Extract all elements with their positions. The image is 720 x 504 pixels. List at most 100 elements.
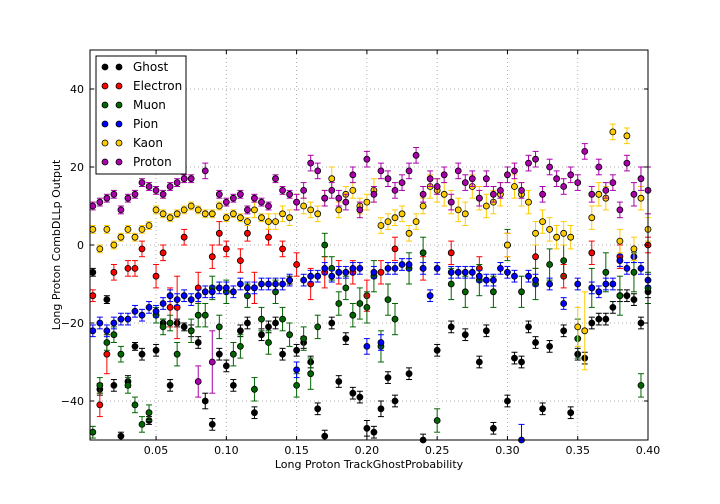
series-ghost xyxy=(89,267,652,444)
pion-point xyxy=(525,272,532,280)
proton-point xyxy=(117,206,125,214)
kaon-point xyxy=(335,206,343,214)
proton-point xyxy=(567,171,575,179)
proton-point xyxy=(187,175,195,183)
pion-point xyxy=(215,284,223,292)
kaon-point xyxy=(307,206,315,214)
kaon-point xyxy=(159,210,167,218)
ghost-point xyxy=(293,346,301,354)
ghost-point xyxy=(138,350,146,358)
pion-point xyxy=(384,264,392,272)
kaon-point xyxy=(251,206,258,214)
pion-point xyxy=(489,276,497,284)
ghost-point xyxy=(272,319,279,327)
muon-point xyxy=(145,409,153,417)
kaon-point xyxy=(173,210,181,218)
pion-point xyxy=(426,292,434,300)
pion-point xyxy=(222,284,230,292)
kaon-point xyxy=(96,245,104,253)
pion-point xyxy=(447,268,455,276)
kaon-point xyxy=(117,233,125,241)
y-tick-label: 0 xyxy=(77,239,84,252)
muon-point xyxy=(356,300,364,307)
proton-point xyxy=(468,175,476,183)
ghost-point xyxy=(482,327,490,335)
muon-point xyxy=(342,284,350,292)
ghost-point xyxy=(518,358,525,366)
ghost-point xyxy=(475,358,483,366)
electron-point xyxy=(124,264,132,272)
pion-point xyxy=(251,284,258,292)
ghost-point xyxy=(229,381,237,389)
kaon-point xyxy=(398,210,406,218)
pion-point xyxy=(159,300,167,307)
proton-point xyxy=(229,194,237,202)
proton-point xyxy=(440,171,448,179)
muon-point xyxy=(518,288,525,296)
muon-point xyxy=(349,311,357,319)
proton-point xyxy=(454,167,462,175)
ghost-point xyxy=(504,397,511,405)
pion-point xyxy=(286,276,293,284)
proton-point xyxy=(504,171,511,179)
proton-point xyxy=(482,175,490,183)
muon-point xyxy=(307,370,315,378)
electron-point xyxy=(377,268,385,276)
pion-point xyxy=(166,292,174,300)
kaon-point xyxy=(574,323,582,331)
kaon-point xyxy=(539,218,546,226)
ghost-point xyxy=(328,319,336,327)
kaon-point xyxy=(546,225,554,233)
x-tick-label: 0.10 xyxy=(214,444,239,457)
electron-point xyxy=(279,245,286,253)
proton-point xyxy=(314,167,322,175)
ghost-point xyxy=(110,381,118,389)
proton-point xyxy=(110,190,118,198)
muon-point xyxy=(103,339,111,346)
pion-point xyxy=(279,280,286,288)
pion-point xyxy=(405,261,413,268)
series-electron xyxy=(89,221,652,418)
ghost-point xyxy=(602,315,610,323)
proton-point xyxy=(215,190,223,198)
pion-point xyxy=(335,268,343,276)
pion-point xyxy=(110,319,118,327)
pion-point xyxy=(475,272,483,280)
legend-marker-ghost xyxy=(115,63,123,71)
kaon-point xyxy=(201,210,209,218)
x-axis-title: Long Proton TrackGhostProbability xyxy=(275,458,464,471)
kaon-point xyxy=(208,210,216,218)
proton-point xyxy=(131,190,139,198)
pion-point xyxy=(461,268,469,276)
proton-point xyxy=(581,147,589,155)
kaon-point xyxy=(328,175,336,183)
pion-point xyxy=(103,327,111,335)
legend-marker-electron xyxy=(115,82,123,90)
muon-point xyxy=(286,331,293,339)
kaon-point xyxy=(229,210,237,218)
kaon-point xyxy=(384,218,392,226)
proton-point xyxy=(222,198,230,206)
kaon-point xyxy=(215,202,223,210)
kaon-point xyxy=(623,132,631,140)
kaon-point xyxy=(286,214,293,222)
electron-point xyxy=(293,261,301,268)
pion-point xyxy=(173,296,181,304)
pion-point xyxy=(138,311,146,319)
kaon-point xyxy=(440,190,448,198)
legend-marker-proton xyxy=(101,158,109,166)
kaon-point xyxy=(138,225,146,233)
ghost-point xyxy=(265,323,272,331)
kaon-point xyxy=(349,186,357,194)
pion-point xyxy=(616,257,624,265)
proton-point xyxy=(152,186,160,194)
muon-point xyxy=(138,420,146,428)
ghost-point xyxy=(637,319,645,327)
muon-point xyxy=(96,381,104,389)
muon-point xyxy=(236,342,244,350)
series-muon xyxy=(89,228,652,439)
legend-label-electron: Electron xyxy=(133,79,182,93)
proton-point xyxy=(489,190,497,198)
muon-point xyxy=(187,327,195,335)
electron-point xyxy=(96,401,104,409)
